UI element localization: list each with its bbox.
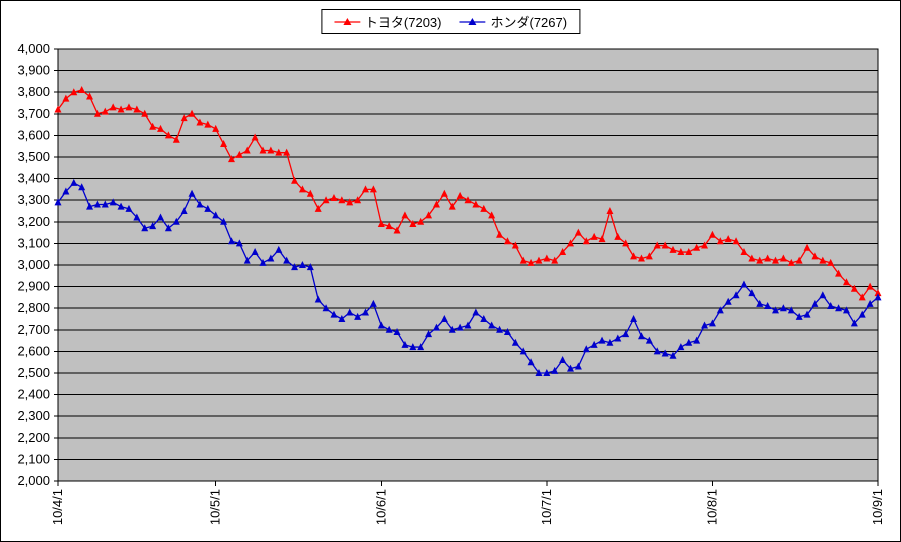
svg-text:3,600: 3,600 <box>17 127 50 142</box>
svg-text:3,800: 3,800 <box>17 84 50 99</box>
svg-text:3,500: 3,500 <box>17 149 50 164</box>
svg-text:2,700: 2,700 <box>17 322 50 337</box>
svg-text:3,400: 3,400 <box>17 171 50 186</box>
svg-text:2,600: 2,600 <box>17 343 50 358</box>
svg-text:10/6/1: 10/6/1 <box>373 489 388 525</box>
svg-text:10/9/1: 10/9/1 <box>870 489 885 525</box>
svg-text:2,800: 2,800 <box>17 300 50 315</box>
y-axis-labels: 2,000 2,100 2,200 2,300 2,400 2,500 2,600 2,700… <box>17 41 50 488</box>
svg-text:4,000: 4,000 <box>17 41 50 56</box>
svg-text:10/7/1: 10/7/1 <box>539 489 554 525</box>
svg-text:10/8/1: 10/8/1 <box>704 489 719 525</box>
svg-text:3,700: 3,700 <box>17 106 50 121</box>
legend: トヨタ(7203) ホンダ(7267) <box>320 9 581 34</box>
gridlines <box>54 48 878 482</box>
series-1-markers <box>54 178 882 376</box>
legend-item-honda: ホンダ(7267) <box>459 12 568 31</box>
svg-text:2,200: 2,200 <box>17 430 50 445</box>
toyota-series-marker-icon <box>333 17 360 25</box>
svg-text:2,400: 2,400 <box>17 387 50 402</box>
plot-border <box>57 48 879 482</box>
svg-text:2,500: 2,500 <box>17 365 50 380</box>
honda-series-marker-icon <box>459 17 486 25</box>
svg-text:3,900: 3,900 <box>17 63 50 78</box>
svg-text:3,200: 3,200 <box>17 214 50 229</box>
svg-text:3,000: 3,000 <box>17 257 50 272</box>
svg-text:3,300: 3,300 <box>17 192 50 207</box>
x-axis-labels: 10/4/1 10/5/1 10/6/1 10/7/1 10/8/1 10/9/1 <box>50 489 885 525</box>
legend-label-toyota: トヨタ(7203) <box>364 15 442 30</box>
svg-text:2,000: 2,000 <box>17 473 50 488</box>
svg-text:2,300: 2,300 <box>17 408 50 423</box>
svg-text:2,100: 2,100 <box>17 451 50 466</box>
svg-text:10/5/1: 10/5/1 <box>208 489 223 525</box>
legend-label-honda: ホンダ(7267) <box>490 15 568 30</box>
legend-item-toyota: トヨタ(7203) <box>333 12 442 31</box>
svg-text:10/4/1: 10/4/1 <box>50 489 65 525</box>
svg-text:3,100: 3,100 <box>17 235 50 250</box>
x-axis-ticks <box>57 481 879 486</box>
svg-text:2,900: 2,900 <box>17 279 50 294</box>
series-0-markers <box>54 86 882 301</box>
